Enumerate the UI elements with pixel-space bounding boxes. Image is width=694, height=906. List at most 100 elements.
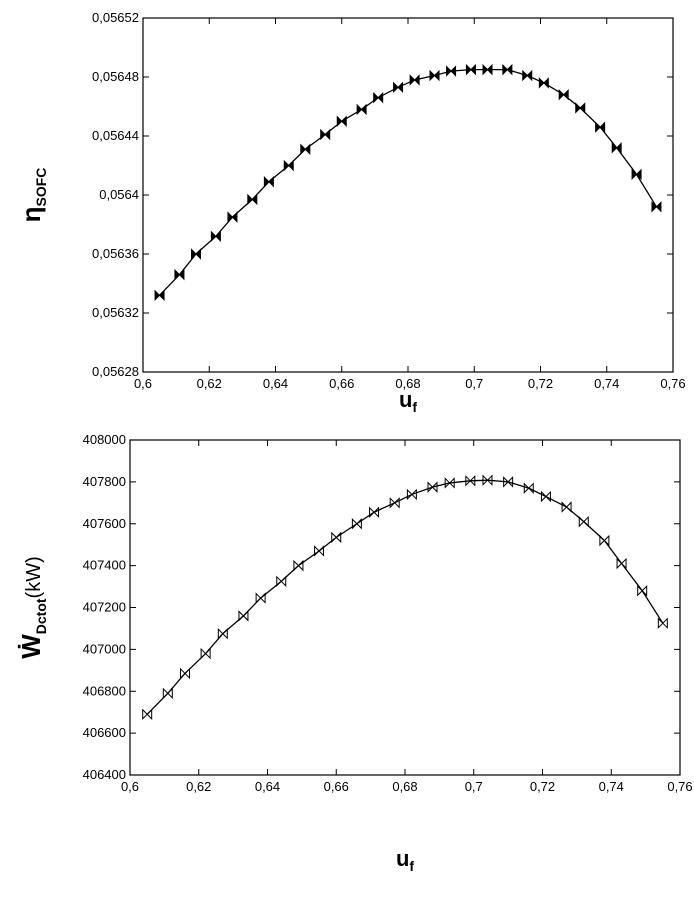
marker <box>429 69 440 82</box>
y-label-sub: Dctot <box>33 598 49 634</box>
marker <box>523 482 534 494</box>
plot-frame <box>142 17 674 373</box>
x-tick-label: 0,7 <box>465 376 483 391</box>
x-axis-label: uf <box>399 387 417 415</box>
marker <box>373 91 384 104</box>
marker <box>446 65 457 77</box>
data-line <box>146 479 664 715</box>
y-label-sub: SOFC <box>33 168 49 207</box>
marker <box>174 268 185 281</box>
marker <box>482 63 493 76</box>
x-label-sub: f <box>409 858 414 874</box>
marker <box>247 193 258 206</box>
marker <box>162 687 173 700</box>
y-axis-label: ηSOFC <box>16 168 49 223</box>
y-tick-label: 0,05628 <box>92 364 139 379</box>
data-line <box>159 68 657 296</box>
x-tick-label: 0,74 <box>594 376 619 391</box>
marker <box>558 88 569 101</box>
y-tick-label: 0,05652 <box>92 10 139 25</box>
y-tick-label: 0,05644 <box>92 128 139 143</box>
marker <box>406 488 417 501</box>
marker <box>561 501 572 513</box>
marker <box>293 559 304 572</box>
marker <box>595 121 606 133</box>
x-tick-label: 0,7 <box>465 779 483 794</box>
marker <box>227 211 238 223</box>
plot-frame <box>129 439 681 776</box>
x-label-main: u <box>399 387 412 412</box>
marker <box>599 534 610 547</box>
y-label-unit: (kW) <box>23 556 45 598</box>
marker <box>389 497 400 509</box>
marker <box>191 248 201 260</box>
y-axis-label: ẆDctot(kW) <box>16 556 49 659</box>
marker <box>611 142 622 154</box>
marker <box>300 143 311 155</box>
marker <box>314 545 325 557</box>
marker <box>503 476 514 488</box>
marker <box>631 168 642 181</box>
marker <box>217 627 228 640</box>
marker <box>276 575 287 588</box>
y-tick-label: 407800 <box>83 474 126 489</box>
marker <box>409 74 420 86</box>
x-tick-label: 0,62 <box>186 779 211 794</box>
x-tick-label: 0,76 <box>667 779 692 794</box>
marker <box>255 592 266 604</box>
marker <box>575 102 586 114</box>
marker <box>427 481 438 493</box>
marker <box>482 474 493 486</box>
marker <box>657 617 668 629</box>
x-tick-label: 0,68 <box>392 779 417 794</box>
y-tick-label: 406800 <box>83 683 126 698</box>
x-tick-label: 0,64 <box>255 779 280 794</box>
marker <box>283 159 294 172</box>
marker <box>238 610 249 622</box>
x-tick-label: 0,66 <box>329 376 354 391</box>
x-tick-label: 0,64 <box>263 376 288 391</box>
marker <box>356 103 367 116</box>
y-tick-label: 0,05636 <box>92 246 139 261</box>
x-axis-label: uf <box>396 846 414 874</box>
x-tick-label: 0,66 <box>324 779 349 794</box>
y-label-main: η <box>16 207 46 223</box>
marker <box>200 647 211 660</box>
marker <box>369 506 380 518</box>
x-tick-label: 0,72 <box>530 779 555 794</box>
marker <box>331 531 342 544</box>
marker <box>210 230 221 243</box>
marker <box>263 176 274 188</box>
marker <box>320 128 331 141</box>
x-tick-label: 0,68 <box>395 376 420 391</box>
marker <box>465 475 476 487</box>
y-tick-label: 0,05632 <box>92 305 139 320</box>
marker <box>465 63 476 76</box>
x-label-main: u <box>396 846 409 871</box>
x-tick-label: 0,72 <box>528 376 553 391</box>
marker <box>578 515 589 528</box>
marker <box>538 77 549 89</box>
y-tick-label: 0,0564 <box>99 187 139 202</box>
x-tick-label: 0,76 <box>660 376 685 391</box>
marker <box>154 289 165 302</box>
marker <box>502 63 513 76</box>
y-tick-label: 0,05648 <box>92 69 139 84</box>
x-label-sub: f <box>412 399 417 415</box>
marker <box>540 490 551 503</box>
y-label-main: Ẇ <box>16 634 46 659</box>
y-tick-label: 407600 <box>83 516 126 531</box>
y-tick-label: 407200 <box>83 600 126 615</box>
marker <box>444 477 455 489</box>
x-tick-label: 0,62 <box>197 376 222 391</box>
y-tick-label: 408000 <box>83 432 126 447</box>
x-tick-label: 0,6 <box>121 779 139 794</box>
y-tick-label: 406600 <box>83 725 126 740</box>
y-tick-label: 407000 <box>83 641 126 656</box>
x-tick-label: 0,74 <box>599 779 624 794</box>
marker <box>351 518 362 530</box>
y-tick-label: 406400 <box>83 767 126 782</box>
y-tick-label: 407400 <box>83 558 126 573</box>
